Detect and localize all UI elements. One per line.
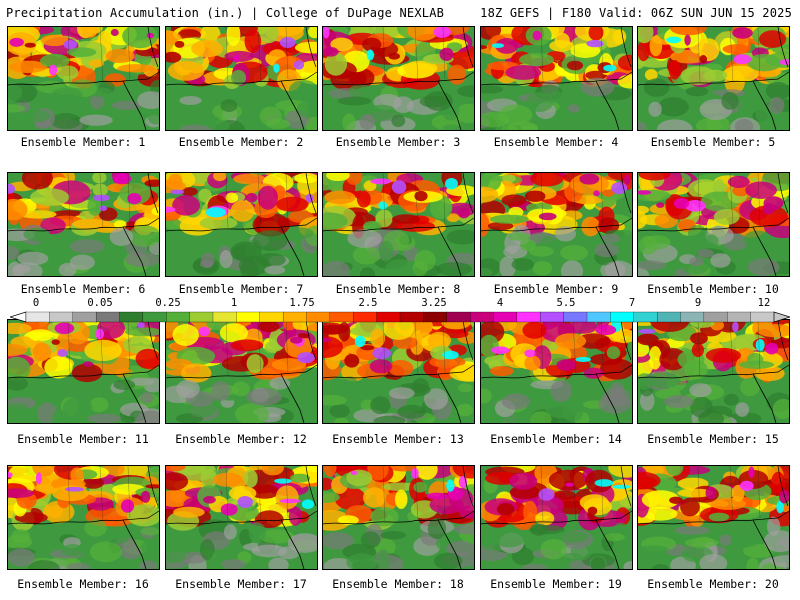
panel-label: Ensemble Member: 4 (493, 135, 619, 149)
ensemble-panel (480, 465, 633, 570)
panel-label: Ensemble Member: 18 (332, 577, 464, 591)
colorbar-tick-label: 0 (32, 297, 40, 309)
panel-label: Ensemble Member: 5 (650, 135, 776, 149)
ensemble-panel (165, 172, 318, 277)
ensemble-panel (480, 26, 633, 131)
colorbar-tick-label: 1.75 (289, 297, 315, 309)
ensemble-panel (165, 465, 318, 570)
panel-label: Ensemble Member: 14 (490, 432, 622, 446)
ensemble-panel (637, 26, 790, 131)
panel-label: Ensemble Member: 8 (335, 282, 461, 296)
ensemble-panel (7, 319, 160, 424)
ensemble-panel (637, 319, 790, 424)
colorbar-tick-label: 12 (757, 297, 771, 309)
ensemble-panel (165, 26, 318, 131)
colorbar-tick-label: 3.25 (421, 297, 447, 309)
ensemble-panel (322, 465, 475, 570)
panel-label: Ensemble Member: 20 (647, 577, 779, 591)
colorbar-tick-label: 5.5 (556, 297, 576, 309)
precipitation-colorbar (10, 311, 790, 323)
colorbar-tick-label: 7 (628, 297, 636, 309)
run-info: 18Z GEFS | F180 Valid: 06Z SUN JUN 15 20… (480, 6, 792, 20)
panel-label: Ensemble Member: 11 (17, 432, 149, 446)
colorbar-tick-label: 1 (230, 297, 238, 309)
ensemble-panel (480, 172, 633, 277)
chart-title: Precipitation Accumulation (in.) | Colle… (6, 6, 445, 20)
ensemble-panel (480, 319, 633, 424)
ensemble-panel (322, 26, 475, 131)
ensemble-panel (7, 465, 160, 570)
panel-label: Ensemble Member: 6 (20, 282, 146, 296)
panel-label: Ensemble Member: 10 (647, 282, 779, 296)
ensemble-panel (322, 319, 475, 424)
panel-label: Ensemble Member: 13 (332, 432, 464, 446)
colorbar-tick-label: 2.5 (358, 297, 378, 309)
ensemble-panel (637, 172, 790, 277)
panel-label: Ensemble Member: 1 (20, 135, 146, 149)
panel-label: Ensemble Member: 16 (17, 577, 149, 591)
panel-label: Ensemble Member: 7 (178, 282, 304, 296)
ensemble-panel (165, 319, 318, 424)
panel-label: Ensemble Member: 3 (335, 135, 461, 149)
panel-label: Ensemble Member: 9 (493, 282, 619, 296)
panel-label: Ensemble Member: 2 (178, 135, 304, 149)
ensemble-panel (322, 172, 475, 277)
panel-label: Ensemble Member: 19 (490, 577, 622, 591)
colorbar-tick-label: 0.05 (87, 297, 113, 309)
ensemble-panel (7, 172, 160, 277)
colorbar-tick-label: 0.25 (155, 297, 181, 309)
ensemble-panel (7, 26, 160, 131)
panel-label: Ensemble Member: 12 (175, 432, 307, 446)
ensemble-panel (637, 465, 790, 570)
panel-label: Ensemble Member: 15 (647, 432, 779, 446)
panel-label: Ensemble Member: 17 (175, 577, 307, 591)
colorbar-tick-label: 9 (694, 297, 702, 309)
colorbar-tick-label: 4 (496, 297, 504, 309)
